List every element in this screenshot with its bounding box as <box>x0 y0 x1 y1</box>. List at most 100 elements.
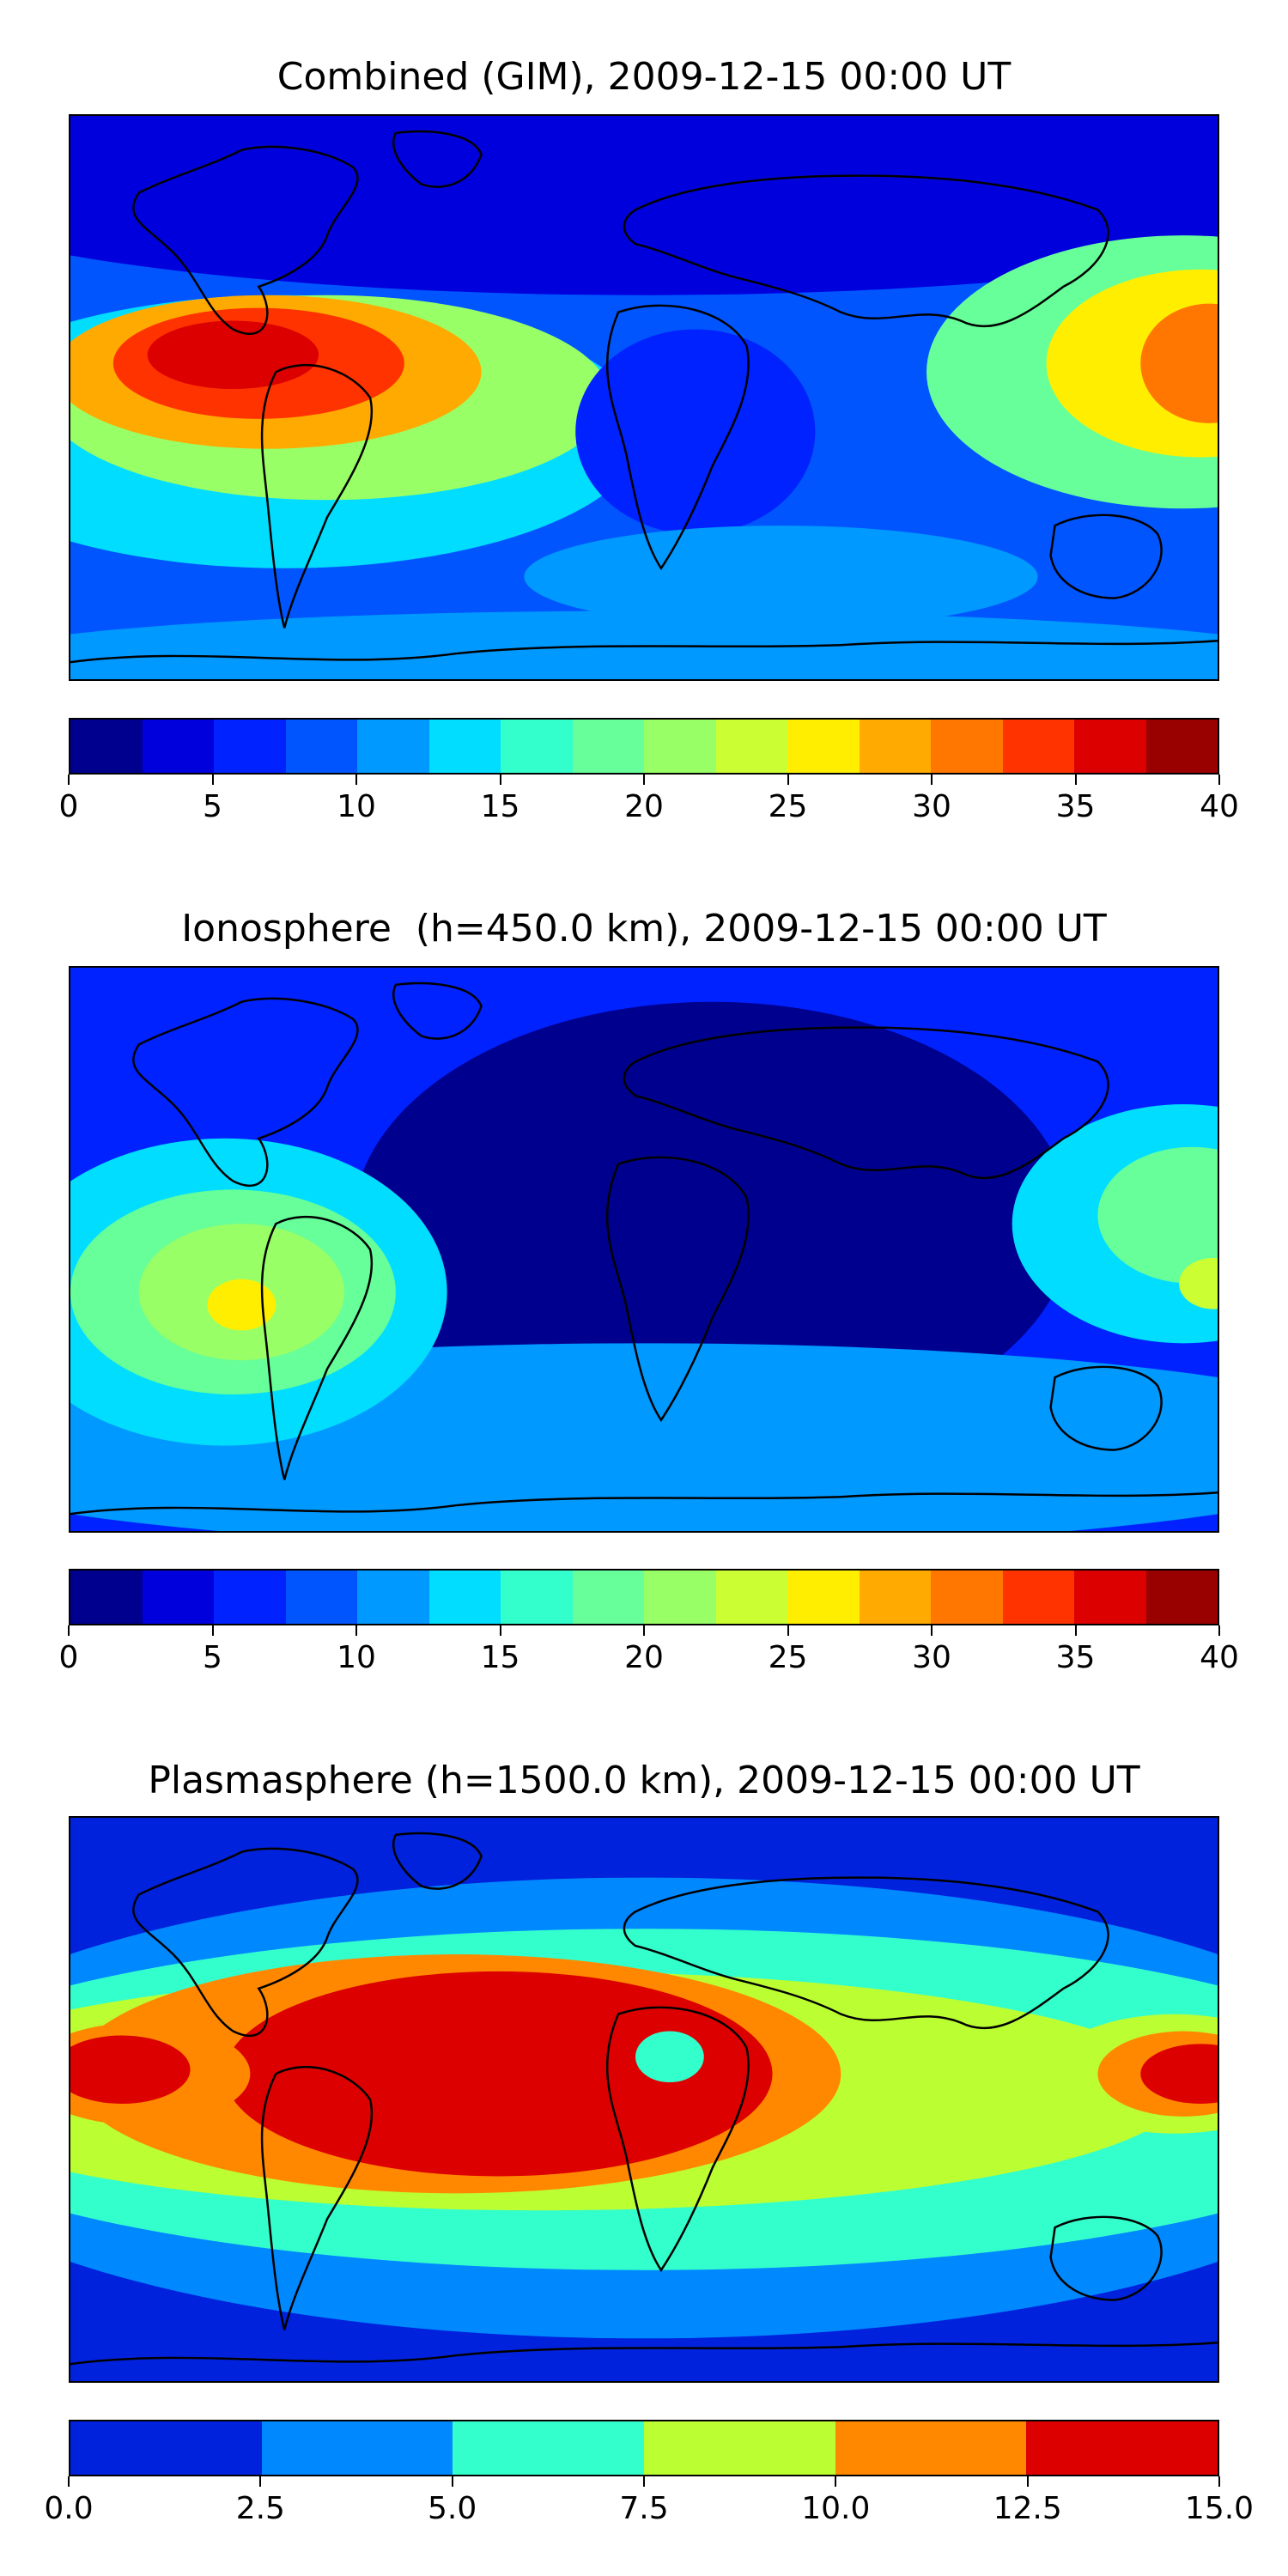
contour-region <box>1179 1257 1218 1309</box>
colorbar-segment <box>357 1571 429 1624</box>
colorbar-segment <box>1074 1571 1146 1624</box>
map-plasmasphere-svg <box>70 1818 1218 2381</box>
coastline <box>623 1876 1109 2030</box>
colorbar-tick-label: 7.5 <box>619 2491 669 2526</box>
coastline <box>132 1847 359 2038</box>
colorbar-segment <box>859 1571 931 1624</box>
colorbar-ticks-plasmasphere: 0.0 2.5 5.0 7.5 10.0 12.5 15.0 <box>44 2476 1254 2528</box>
colorbar-segment <box>261 2421 453 2475</box>
colorbar-tick-mark <box>1026 2476 1029 2487</box>
colorbar-tick-mark <box>931 775 933 785</box>
chart-title-ionosphere: Ionosphere (h=450.0 km), 2009-12-15 00:0… <box>181 907 1107 951</box>
colorbar-segment <box>572 720 644 773</box>
colorbar-tick-mark <box>1218 1625 1220 1636</box>
coastline <box>605 2006 750 2273</box>
chart-title-plasmasphere: Plasmasphere (h=1500.0 km), 2009-12-15 0… <box>148 1759 1140 1802</box>
colorbar-tick-label: 30 <box>912 789 951 824</box>
colorbar-tick-label: 40 <box>1200 789 1239 824</box>
colorbar-tick-label: 0 <box>58 789 79 824</box>
map-combined <box>69 114 1219 681</box>
colorbar-plasmasphere <box>69 2420 1219 2476</box>
colorbar-tick-mark <box>499 1625 501 1636</box>
colorbar-tick-mark <box>1074 775 1077 785</box>
contour-region <box>1097 1146 1218 1284</box>
colorbar-tick-mark <box>1218 2476 1220 2487</box>
colorbar-segment <box>572 1571 644 1624</box>
colorbar-tick-label: 20 <box>624 1640 664 1675</box>
colorbar-segment <box>501 720 573 773</box>
colorbar-tick-mark <box>499 775 501 785</box>
contour-region <box>1140 2044 1218 2104</box>
colorbar-tick-mark <box>211 1625 214 1636</box>
colorbar-segment <box>1026 2421 1218 2475</box>
colorbar-ticks-ionosphere: 0 5 10 15 20 25 30 35 40 <box>59 1625 1239 1677</box>
colorbar-tick-mark <box>1218 775 1220 785</box>
colorbar-segment <box>142 1571 214 1624</box>
coastline <box>70 640 1218 664</box>
coastline <box>1049 2215 1163 2301</box>
coastline <box>392 981 483 1040</box>
coastline <box>392 1832 483 1890</box>
colorbar-segment <box>1145 1571 1218 1624</box>
colorbar-segment <box>715 1571 787 1624</box>
colorbar-segment <box>1002 720 1074 773</box>
colorbar-tick-label: 12.5 <box>993 2491 1062 2526</box>
colorbar-segment <box>453 2421 645 2475</box>
coastline <box>623 174 1109 328</box>
colorbar-tick-mark <box>68 2476 70 2487</box>
colorbar-tick-label: 30 <box>912 1640 951 1675</box>
colorbar-tick-mark <box>68 775 70 785</box>
coastline <box>260 364 374 629</box>
colorbar-segment <box>70 1571 143 1624</box>
coastline <box>132 997 359 1188</box>
map-ionosphere <box>69 966 1219 1533</box>
colorbar-tick-label: 5.0 <box>428 2491 477 2526</box>
colorbar-segment <box>70 720 143 773</box>
colorbar-tick-mark <box>355 775 357 785</box>
colorbar-segment <box>142 720 214 773</box>
contour-region <box>70 611 1218 679</box>
coastline <box>1049 1365 1163 1451</box>
colorbar-segment <box>715 720 787 773</box>
colorbar-tick-mark <box>68 1625 70 1636</box>
colorbar-tick-label: 5 <box>203 789 222 824</box>
colorbar-tick-label: 10 <box>337 1640 376 1675</box>
colorbar-segment <box>214 1571 286 1624</box>
colorbar-tick-label: 25 <box>768 789 808 824</box>
coastline <box>605 304 750 571</box>
contour-region <box>1140 303 1218 423</box>
colorbar-tick-mark <box>643 1625 645 1636</box>
coastline <box>623 1026 1109 1180</box>
colorbar-segment <box>859 720 931 773</box>
colorbar-tick-mark <box>835 2476 837 2487</box>
coastline <box>260 1216 374 1480</box>
map-combined-svg <box>70 116 1218 679</box>
colorbar-tick-label: 0 <box>58 1640 79 1675</box>
colorbar-segment <box>428 1571 501 1624</box>
map-plasmasphere <box>69 1816 1219 2383</box>
contour-region <box>207 1279 276 1331</box>
colorbar-segment <box>70 2421 262 2475</box>
colorbar-segment <box>931 720 1003 773</box>
colorbar-tick-mark <box>931 1625 933 1636</box>
colorbar-segment <box>285 1571 357 1624</box>
colorbar-tick-label: 15.0 <box>1184 2491 1255 2526</box>
colorbar-tick-label: 15 <box>480 1640 520 1675</box>
colorbar-tick-mark <box>211 775 214 785</box>
colorbar-segment <box>644 2421 835 2475</box>
colorbar-tick-mark <box>259 2476 262 2487</box>
colorbar-segment <box>285 720 357 773</box>
colorbar-tick-mark <box>787 775 789 785</box>
coastline <box>70 1492 1218 1516</box>
colorbar-segment <box>787 720 860 773</box>
coastline <box>132 145 359 336</box>
coastline <box>260 2066 374 2330</box>
colorbar-tick-mark <box>451 2476 453 2487</box>
colorbar-segment <box>214 720 286 773</box>
colorbar-tick-label: 35 <box>1055 789 1096 824</box>
colorbar-tick-mark <box>787 1625 789 1636</box>
contour-region <box>575 329 816 535</box>
contour-region <box>353 1001 1072 1446</box>
colorbar-tick-label: 15 <box>480 789 520 824</box>
colorbar-segment <box>644 1571 716 1624</box>
